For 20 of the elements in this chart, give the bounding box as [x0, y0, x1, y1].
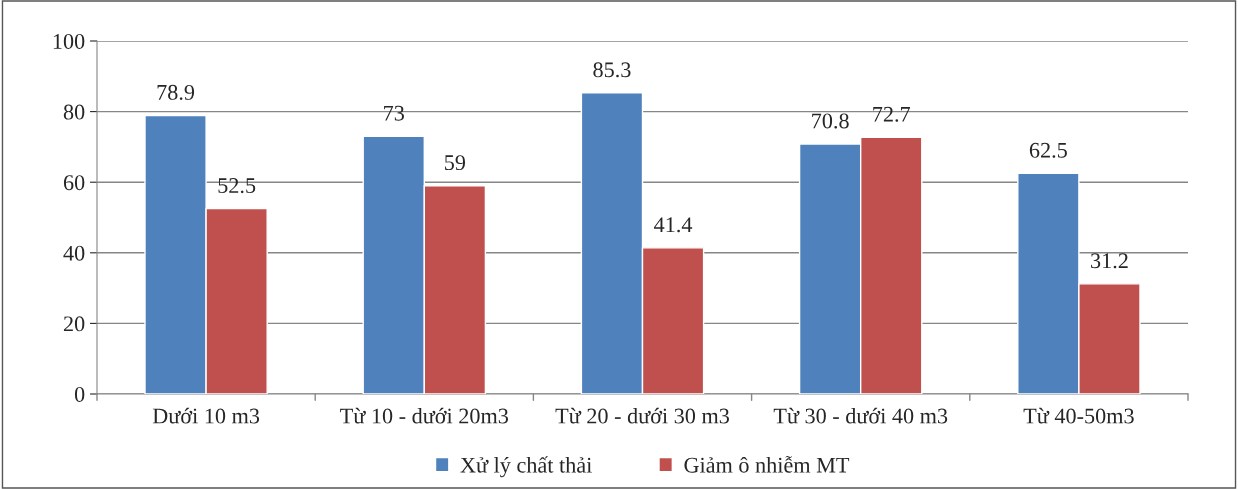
- data-label: 59: [445, 155, 466, 171]
- x-tick-label: Từ 10 - dưới 20m3: [340, 407, 509, 424]
- data-label: 85.3: [593, 62, 631, 78]
- data-label: 62.5: [1029, 142, 1067, 158]
- x-tick-label: Từ 30 - dưới 40 m3: [773, 407, 948, 424]
- y-tick-label: 80: [63, 104, 85, 120]
- y-tick-label: 60: [63, 175, 85, 191]
- y-tick-label: 20: [63, 316, 85, 332]
- data-label: 31.2: [1091, 253, 1128, 269]
- y-tick-label: 0: [74, 386, 85, 402]
- legend-label: Xử lý chất thải: [460, 456, 592, 478]
- legend-label: Giảm ô nhiễm MT: [684, 455, 850, 473]
- x-tick-label: Từ 20 - dưới 30 m3: [555, 407, 729, 424]
- y-tick-label: 40: [63, 245, 85, 261]
- x-tick-label: Từ 40-50m3: [1023, 407, 1134, 424]
- data-label: 78.9: [157, 84, 195, 100]
- y-tick-label: 100: [53, 33, 85, 49]
- data-label: 41.4: [654, 217, 693, 233]
- x-tick-label: Dưới 10 m3: [152, 407, 260, 424]
- data-label: 70.8: [812, 113, 849, 129]
